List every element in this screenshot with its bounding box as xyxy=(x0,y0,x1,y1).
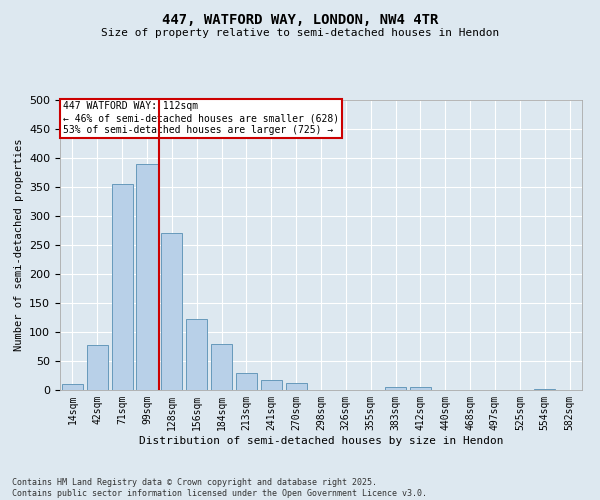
Bar xyxy=(236,372,257,390)
Bar xyxy=(410,387,431,390)
Text: Contains HM Land Registry data © Crown copyright and database right 2025.
Contai: Contains HM Land Registry data © Crown c… xyxy=(12,478,427,498)
Bar xyxy=(161,234,182,390)
Bar xyxy=(62,384,83,390)
Bar xyxy=(87,345,108,390)
Bar xyxy=(186,319,207,390)
Bar xyxy=(385,387,406,390)
Bar xyxy=(261,380,282,390)
Text: Size of property relative to semi-detached houses in Hendon: Size of property relative to semi-detach… xyxy=(101,28,499,38)
Bar xyxy=(136,164,158,390)
Text: 447, WATFORD WAY, LONDON, NW4 4TR: 447, WATFORD WAY, LONDON, NW4 4TR xyxy=(162,12,438,26)
Bar xyxy=(534,389,555,390)
Bar xyxy=(211,344,232,390)
Bar xyxy=(286,383,307,390)
X-axis label: Distribution of semi-detached houses by size in Hendon: Distribution of semi-detached houses by … xyxy=(139,436,503,446)
Bar xyxy=(112,184,133,390)
Y-axis label: Number of semi-detached properties: Number of semi-detached properties xyxy=(14,138,23,352)
Text: 447 WATFORD WAY: 112sqm
← 46% of semi-detached houses are smaller (628)
53% of s: 447 WATFORD WAY: 112sqm ← 46% of semi-de… xyxy=(62,102,339,134)
